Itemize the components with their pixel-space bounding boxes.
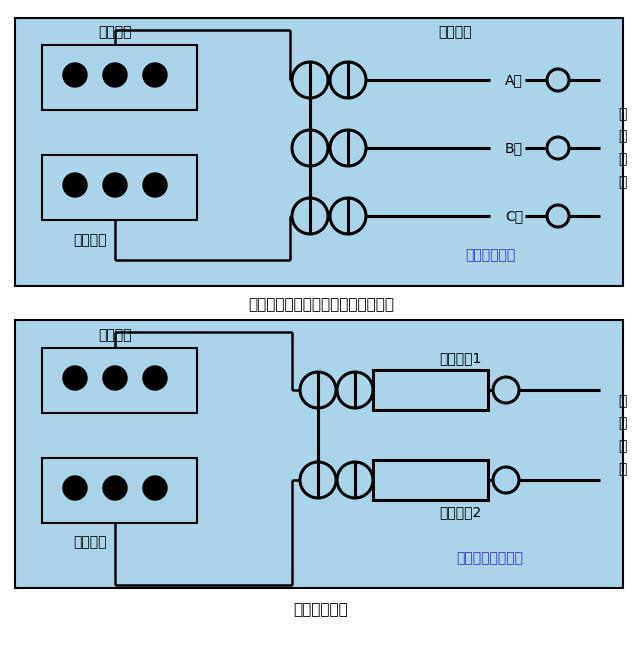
Text: 零序电容接线: 零序电容接线: [465, 248, 515, 262]
Circle shape: [292, 198, 328, 234]
Text: 对
端
悬
空: 对 端 悬 空: [618, 107, 626, 189]
Circle shape: [143, 366, 167, 390]
Text: A相: A相: [505, 73, 523, 87]
Circle shape: [300, 372, 336, 408]
Circle shape: [143, 173, 167, 197]
Text: U$_A$: U$_A$: [67, 202, 83, 217]
Circle shape: [63, 476, 87, 500]
Circle shape: [292, 62, 328, 98]
Text: 耦合电容接线: 耦合电容接线: [294, 603, 348, 618]
Circle shape: [337, 462, 373, 498]
Text: 电压测量: 电压测量: [73, 233, 107, 247]
Circle shape: [330, 130, 366, 166]
Text: 仪器输出: 仪器输出: [98, 25, 132, 39]
Circle shape: [63, 63, 87, 87]
Circle shape: [292, 130, 328, 166]
Circle shape: [63, 173, 87, 197]
Circle shape: [143, 63, 167, 87]
Circle shape: [143, 476, 167, 500]
Circle shape: [103, 366, 127, 390]
Text: 耦合电容测量接线: 耦合电容测量接线: [456, 551, 524, 565]
Text: U$_C$: U$_C$: [146, 505, 163, 520]
Text: I$_B$: I$_B$: [110, 93, 121, 108]
Circle shape: [63, 366, 87, 390]
Text: I$_C$: I$_C$: [149, 396, 161, 411]
Circle shape: [547, 69, 569, 91]
Bar: [42, 348, 197, 413]
Bar: [15, 320, 623, 588]
Circle shape: [330, 198, 366, 234]
Bar: [42, 155, 197, 220]
Text: 被测线路: 被测线路: [438, 25, 472, 39]
Text: U$_B$: U$_B$: [106, 505, 123, 520]
Text: B相: B相: [505, 141, 523, 155]
Text: 零序电容接线或者按照正序电容接线: 零序电容接线或者按照正序电容接线: [248, 298, 394, 313]
Bar: [15, 18, 623, 286]
Circle shape: [300, 462, 336, 498]
Circle shape: [103, 476, 127, 500]
Text: I$_A$: I$_A$: [69, 93, 81, 108]
Text: 电压测量: 电压测量: [73, 535, 107, 549]
Text: U$_C$: U$_C$: [146, 202, 163, 217]
Text: I$_A$: I$_A$: [69, 396, 81, 411]
Text: U$_A$: U$_A$: [67, 505, 83, 520]
Text: 被测线路1: 被测线路1: [439, 351, 481, 365]
Circle shape: [337, 372, 373, 408]
Text: I$_C$: I$_C$: [149, 93, 161, 108]
Bar: [373, 370, 488, 410]
Circle shape: [103, 63, 127, 87]
Text: U$_B$: U$_B$: [106, 202, 123, 217]
Bar: [42, 45, 197, 110]
Circle shape: [103, 173, 127, 197]
Circle shape: [493, 467, 519, 493]
Text: C相: C相: [505, 209, 523, 223]
Text: 对
端
悬
空: 对 端 悬 空: [618, 394, 626, 476]
Text: I$_B$: I$_B$: [110, 396, 121, 411]
Circle shape: [547, 137, 569, 159]
Circle shape: [493, 377, 519, 403]
Bar: [373, 460, 488, 500]
Text: 被测线路2: 被测线路2: [439, 505, 481, 519]
Circle shape: [547, 205, 569, 227]
Bar: [42, 458, 197, 523]
Circle shape: [330, 62, 366, 98]
Text: 仪器输出: 仪器输出: [98, 328, 132, 342]
